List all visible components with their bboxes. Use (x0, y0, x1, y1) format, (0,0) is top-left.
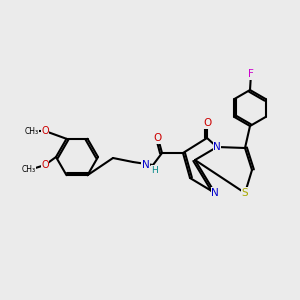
Text: O: O (154, 133, 162, 143)
Text: O: O (41, 126, 49, 136)
Text: CH₃: CH₃ (22, 166, 36, 175)
Text: N: N (211, 188, 219, 198)
Text: N: N (213, 142, 221, 152)
Text: N: N (142, 160, 149, 170)
Text: F: F (248, 69, 254, 79)
Text: O: O (41, 160, 49, 170)
Text: CH₃: CH₃ (25, 127, 39, 136)
Text: O: O (203, 118, 211, 128)
Text: S: S (242, 188, 248, 198)
Text: H: H (151, 166, 158, 175)
